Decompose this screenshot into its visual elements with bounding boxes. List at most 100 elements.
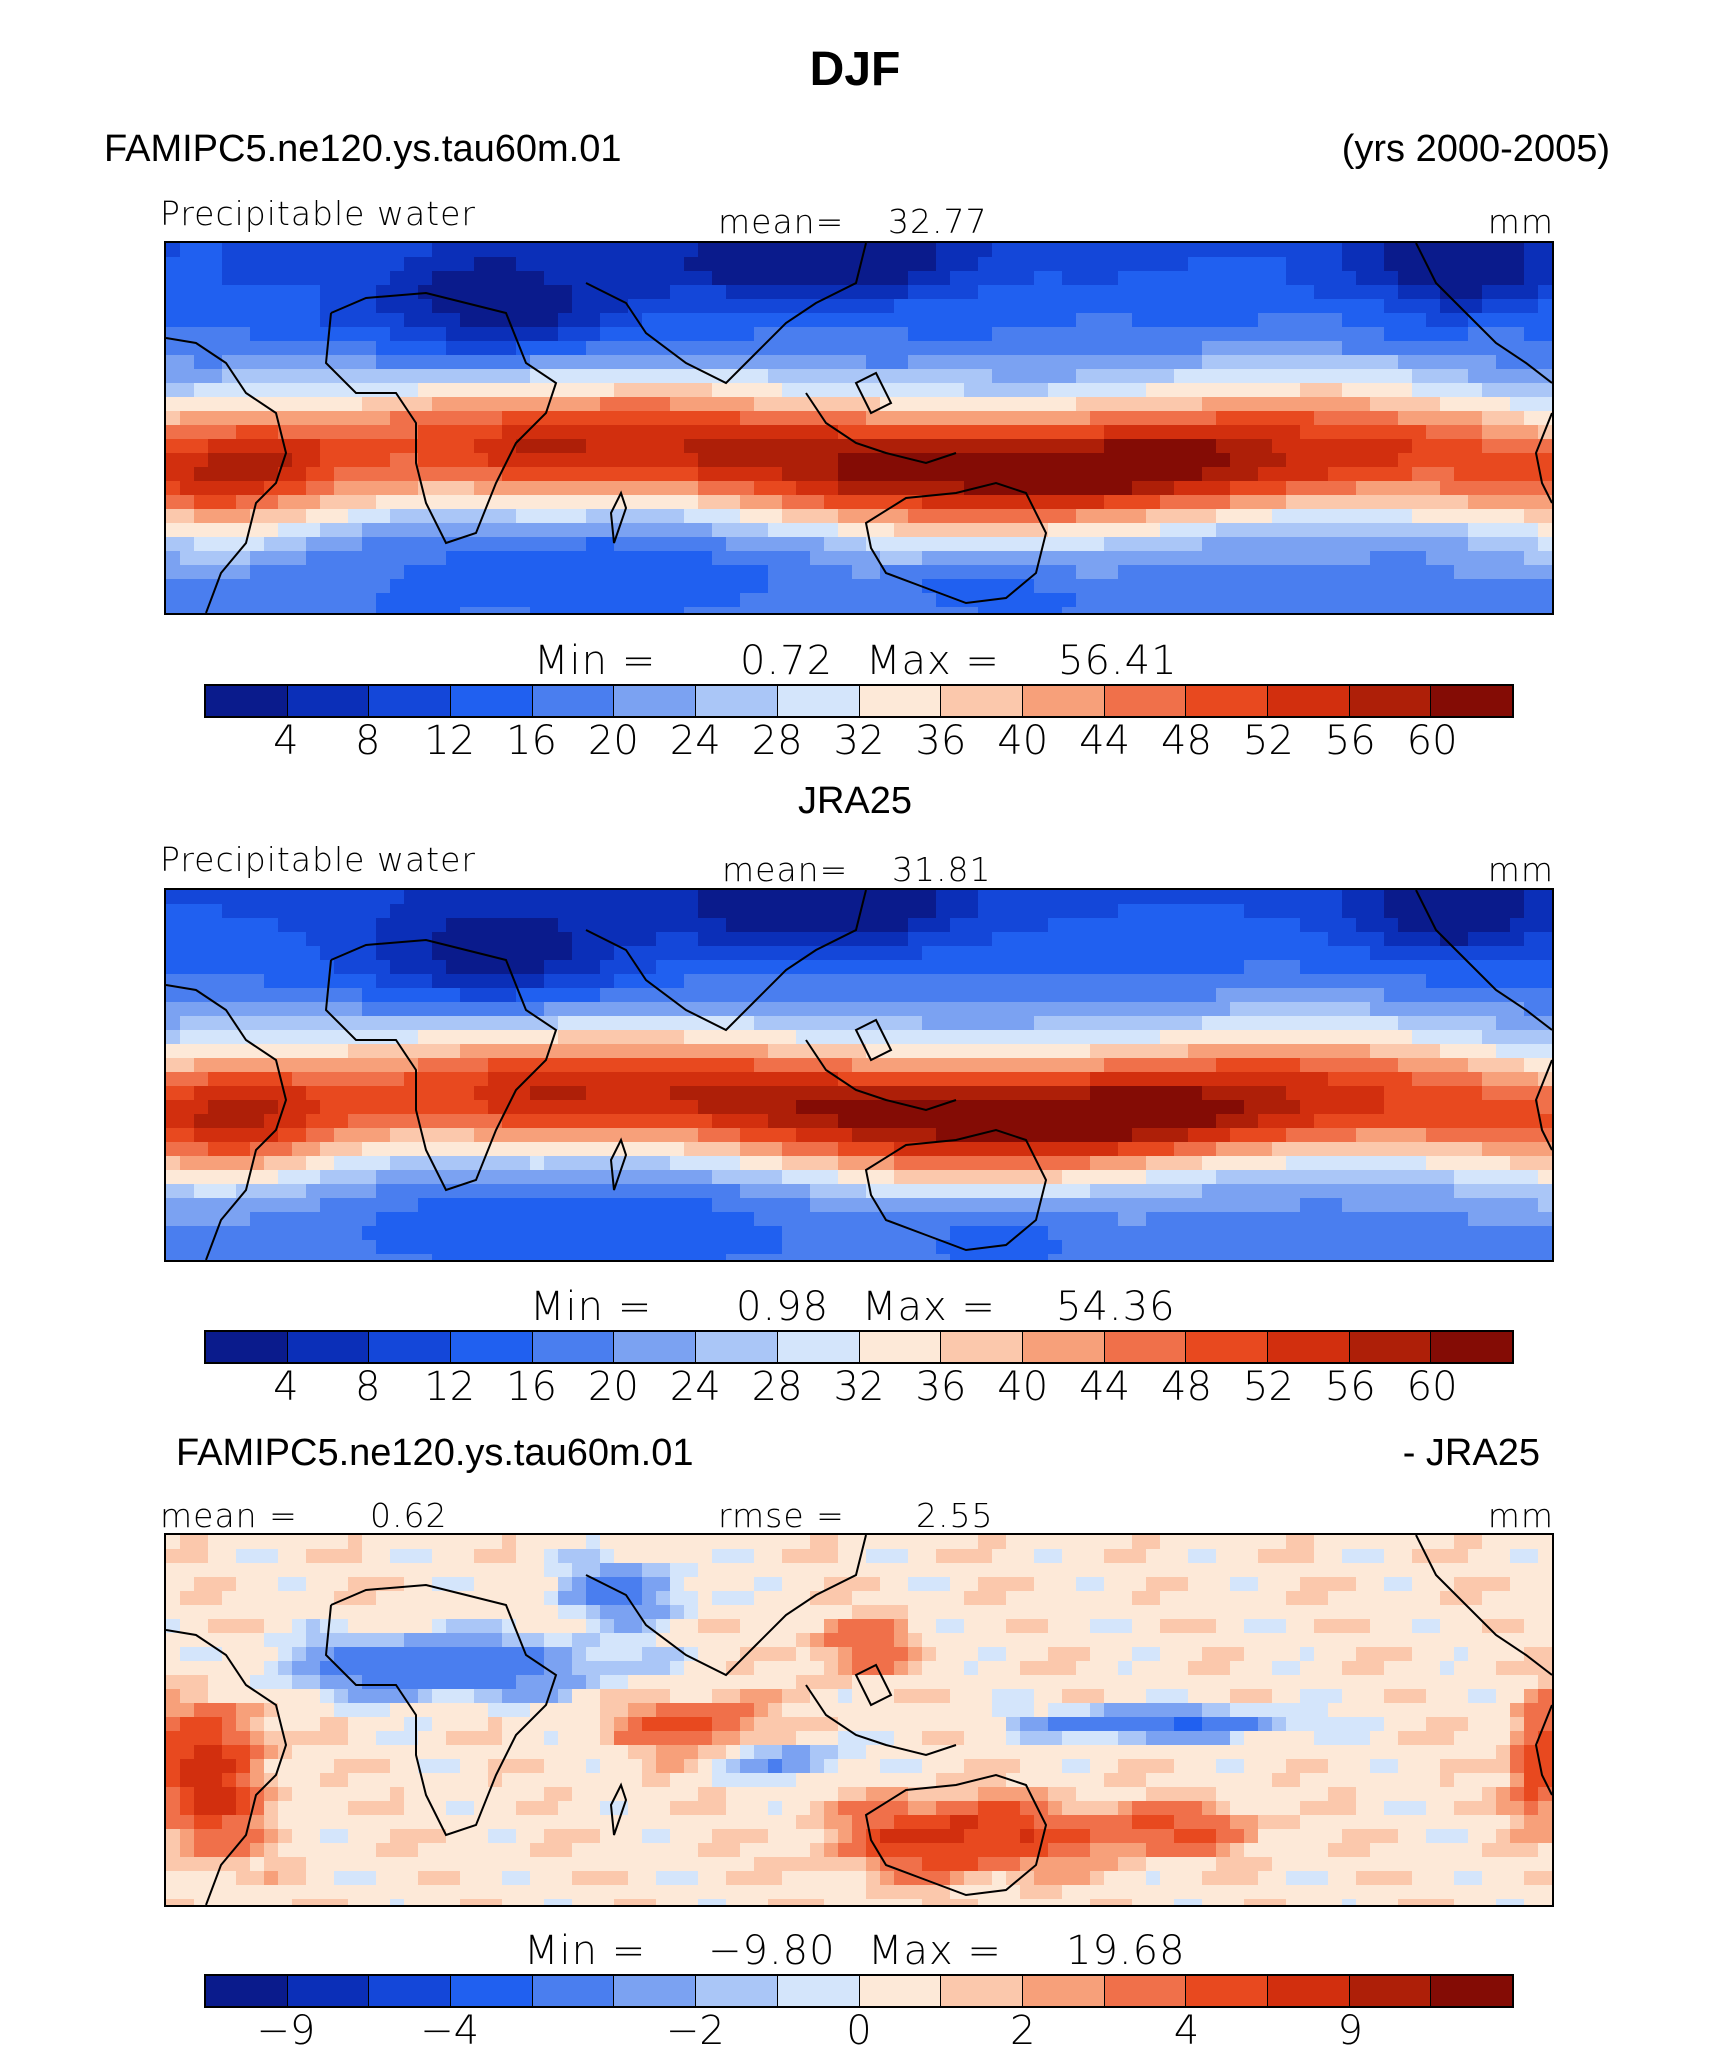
heatmap-cell xyxy=(1188,327,1203,342)
heatmap-cell xyxy=(264,607,279,613)
heatmap-cell xyxy=(418,327,433,342)
heatmap-cell xyxy=(1384,243,1399,258)
heatmap-cell xyxy=(1146,1030,1161,1045)
heatmap-cell xyxy=(1048,551,1063,566)
heatmap-cell xyxy=(530,1058,545,1073)
heatmap-cell xyxy=(950,411,965,426)
heatmap-cell xyxy=(1244,453,1259,468)
heatmap-cell xyxy=(1510,341,1525,356)
heatmap-cell xyxy=(1174,1170,1189,1185)
heatmap-cell xyxy=(1076,960,1091,975)
heatmap-cell xyxy=(1272,1058,1287,1073)
heatmap-cell xyxy=(292,369,307,384)
heatmap-cell xyxy=(936,946,951,961)
heatmap-cell xyxy=(740,439,755,454)
heatmap-cell xyxy=(376,551,391,566)
heatmap-cell xyxy=(1412,313,1427,328)
heatmap-cell xyxy=(208,1114,223,1129)
heatmap-cell xyxy=(866,1100,881,1115)
heatmap-cell xyxy=(222,327,237,342)
heatmap-cell xyxy=(320,607,335,613)
heatmap-cell xyxy=(642,1128,657,1143)
heatmap-cell xyxy=(1412,523,1427,538)
heatmap-cell xyxy=(1510,299,1525,314)
heatmap-cell xyxy=(1160,1100,1175,1115)
heatmap-cell xyxy=(1468,537,1483,552)
heatmap-cell xyxy=(1104,946,1119,961)
heatmap-cell xyxy=(278,341,293,356)
heatmap-cell xyxy=(1006,890,1021,905)
heatmap-cell xyxy=(1328,509,1343,524)
heatmap-cell xyxy=(1496,299,1511,314)
heatmap-cell xyxy=(1272,341,1287,356)
heatmap-cell xyxy=(474,607,489,613)
heatmap-cell xyxy=(866,495,881,510)
heatmap-cell xyxy=(866,988,881,1003)
heatmap-cell xyxy=(1020,974,1035,989)
heatmap-cell xyxy=(1258,397,1273,412)
heatmap-cell xyxy=(208,607,223,613)
heatmap-cell xyxy=(250,523,265,538)
panel1-units: mm xyxy=(1487,202,1554,241)
heatmap-cell xyxy=(180,946,195,961)
heatmap-cell xyxy=(320,523,335,538)
heatmap-cell xyxy=(474,960,489,975)
heatmap-cell xyxy=(432,988,447,1003)
heatmap-cell xyxy=(740,1142,755,1157)
heatmap-cell xyxy=(1538,1184,1552,1199)
heatmap-cell xyxy=(1006,607,1021,613)
heatmap-cell xyxy=(852,313,867,328)
heatmap-cell xyxy=(1104,1016,1119,1031)
heatmap-cell xyxy=(964,509,979,524)
heatmap-cell xyxy=(404,453,419,468)
heatmap-cell xyxy=(502,593,517,608)
heatmap-cell xyxy=(530,974,545,989)
heatmap-cell xyxy=(1510,551,1525,566)
heatmap-cell xyxy=(614,257,629,272)
heatmap-cell xyxy=(978,369,993,384)
heatmap-cell xyxy=(782,551,797,566)
heatmap-cell xyxy=(600,1100,615,1115)
heatmap-cell xyxy=(334,593,349,608)
heatmap-cell xyxy=(1174,1184,1189,1199)
heatmap-cell xyxy=(474,257,489,272)
heatmap-cell xyxy=(194,397,209,412)
heatmap-cell xyxy=(614,341,629,356)
heatmap-cell xyxy=(852,397,867,412)
heatmap-cell xyxy=(1216,383,1231,398)
heatmap-cell xyxy=(572,946,587,961)
heatmap-cell xyxy=(1020,341,1035,356)
heatmap-cell xyxy=(880,890,895,905)
heatmap-cell xyxy=(1244,397,1259,412)
heatmap-cell xyxy=(1524,411,1539,426)
heatmap-cell xyxy=(978,1184,993,1199)
heatmap-cell xyxy=(1034,1128,1049,1143)
heatmap-cell xyxy=(1538,355,1552,370)
heatmap-cell xyxy=(1048,1072,1063,1087)
heatmap-cell xyxy=(1426,974,1441,989)
heatmap-cell xyxy=(768,1058,783,1073)
heatmap-cell xyxy=(992,355,1007,370)
heatmap-cell xyxy=(166,1156,181,1171)
heatmap-cell xyxy=(1174,369,1189,384)
heatmap-cell xyxy=(992,1058,1007,1073)
heatmap-cell xyxy=(1076,453,1091,468)
heatmap-cell xyxy=(978,313,993,328)
heatmap-cell xyxy=(1090,243,1105,258)
heatmap-cell xyxy=(642,1184,657,1199)
heatmap-cell xyxy=(712,355,727,370)
heatmap-cell xyxy=(726,425,741,440)
heatmap-cell xyxy=(180,397,195,412)
heatmap-cell xyxy=(432,1030,447,1045)
heatmap-cell xyxy=(390,1086,405,1101)
heatmap-cell xyxy=(166,355,181,370)
heatmap-cell xyxy=(1454,257,1469,272)
heatmap-cell xyxy=(1496,509,1511,524)
heatmap-cell xyxy=(978,1128,993,1143)
heatmap-cell xyxy=(1258,551,1273,566)
heatmap-cell xyxy=(684,271,699,286)
heatmap-cell xyxy=(1244,1058,1259,1073)
heatmap-cell xyxy=(1538,960,1552,975)
heatmap-cell xyxy=(1454,932,1469,947)
heatmap-cell xyxy=(1104,579,1119,594)
